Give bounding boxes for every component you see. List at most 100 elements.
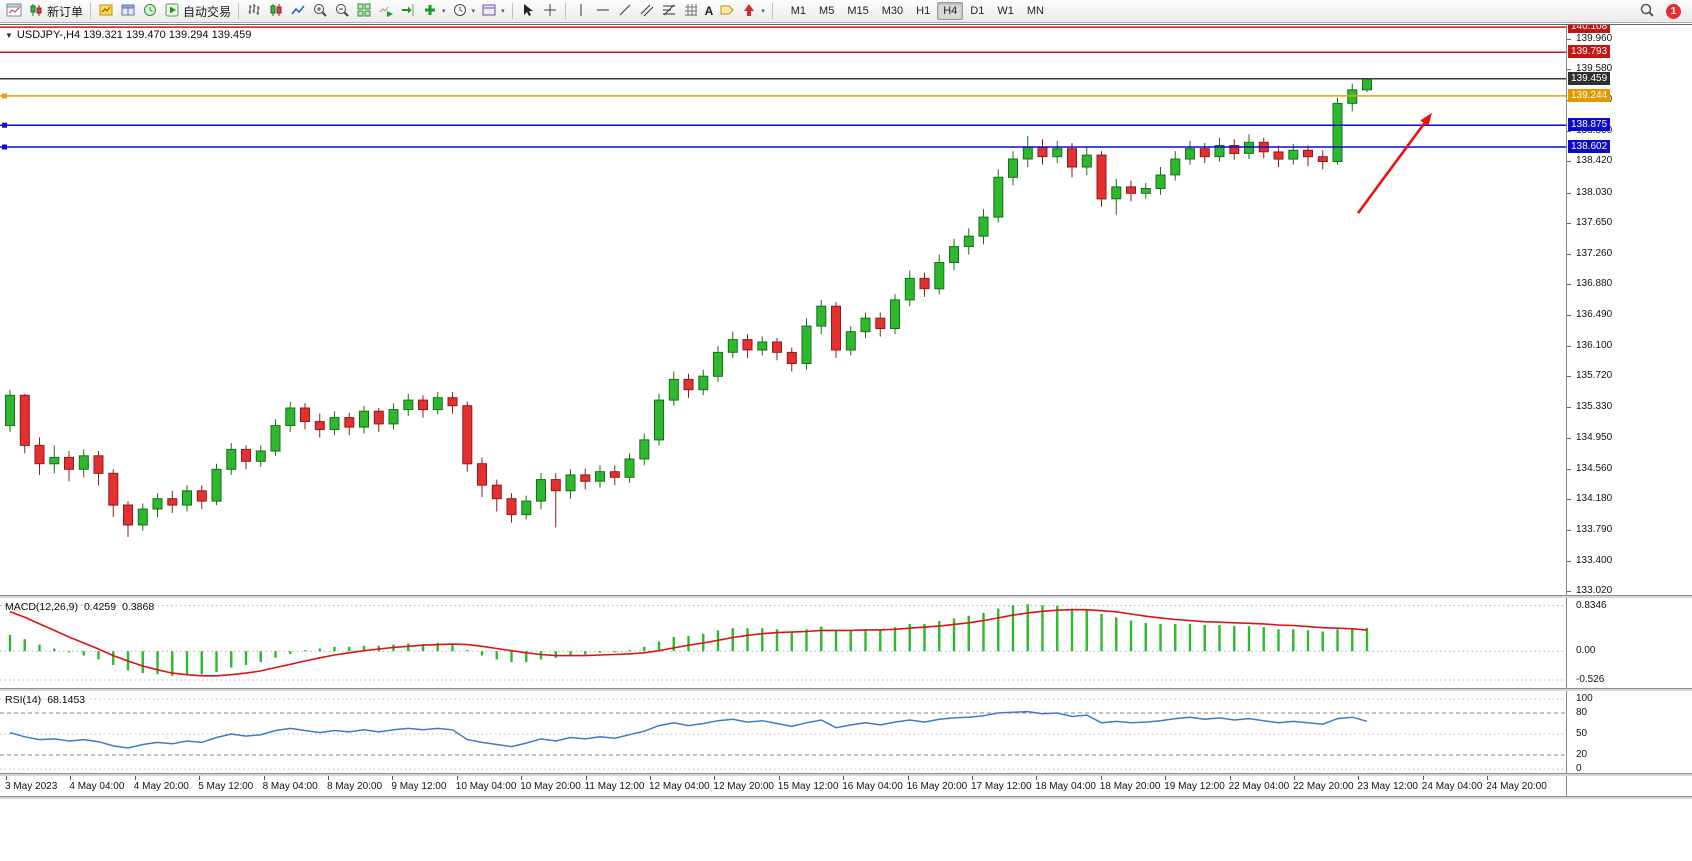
trend-arrow[interactable] [1356,122,1426,214]
timeframe-d1-button[interactable]: D1 [964,2,990,20]
price-axis[interactable]: 139.960139.580139.190138.800138.420138.0… [1566,25,1692,797]
candle [1303,149,1313,158]
fibonacci-tool-button[interactable] [658,1,680,21]
rsi-axis-label: 80 [1576,707,1588,718]
price-axis-label: 134.180 [1576,492,1613,504]
macd-signal-line [9,608,1368,677]
timeframe-m5-button[interactable]: M5 [813,2,840,20]
time-axis-label: 23 May 12:00 [1357,781,1418,792]
candle [211,468,222,502]
time-tick [1165,776,1167,780]
one-click-trading-toggle-icon[interactable]: ▼ [5,31,13,40]
candle [241,448,251,462]
timeframe-m15-button[interactable]: M15 [841,2,874,20]
time-tick [1294,776,1295,780]
crosshair-button[interactable] [539,1,561,21]
time-tick [1487,776,1489,780]
timeframe-mn-button[interactable]: MN [1021,2,1050,20]
price-axis-label: 136.490 [1576,309,1613,320]
candle [78,455,89,470]
notification-badge[interactable]: 1 [1666,3,1681,19]
timeframe-h4-button[interactable]: H4 [937,2,964,20]
candle [373,410,384,425]
search-icon [1639,2,1655,21]
dropdown-caret-icon: ▾ [761,8,765,15]
rsi-axis-label: 50 [1576,728,1588,739]
time-axis-label: 17 May 12:00 [971,781,1032,792]
line-chart-button[interactable] [287,1,309,21]
candle [1008,158,1018,178]
candle [5,394,15,426]
time-axis-label: 9 May 12:00 [391,781,447,792]
time-axis-label: 18 May 20:00 [1099,781,1161,792]
time-axis[interactable]: 3 May 2023 4 May 04:00 4 May 20:00 5 May 12… [0,776,1566,796]
templates-button[interactable]: ▾ [478,1,508,21]
candle [1229,145,1240,154]
candle [904,277,915,301]
timeframe-h1-button[interactable]: H1 [910,2,936,20]
time-tick [907,776,909,780]
new-order-button[interactable]: 新订单 [25,1,86,21]
bar-chart-button[interactable] [243,1,265,21]
channel-tool-button[interactable] [636,1,658,21]
candle [432,397,443,411]
candle [949,246,959,264]
price-badge: 139.244 [1568,88,1611,102]
price-badge: 138.875 [1568,118,1611,132]
market-watch-button[interactable] [139,1,161,21]
dropdown-caret-icon: ▾ [501,8,505,15]
time-tick [714,776,716,780]
grid-tool-button[interactable] [680,1,702,21]
toolbar-separator [90,3,92,19]
indicators-plus-icon [422,2,438,21]
candle [462,405,473,465]
candle [668,378,679,401]
new-chart-button[interactable] [95,1,117,21]
tile-windows-icon [356,2,372,21]
pane-separator[interactable] [0,773,1692,776]
candle [506,498,517,516]
horizontal-line-tool-button[interactable] [592,1,614,21]
time-axis-label: 19 May 12:00 [1164,781,1225,792]
indicators-button[interactable]: ▾ [419,1,449,21]
line-anchor[interactable] [2,122,7,128]
line-anchor[interactable] [2,93,7,99]
auto-trading-button[interactable]: 自动交易 [161,1,234,21]
candle [1111,186,1122,200]
macd-pane[interactable]: MACD(12,26,9) 0.4259 0.3868 [0,598,1566,688]
zoom-in-button[interactable] [309,1,331,21]
arrows-tool-button[interactable]: ▾ [738,1,768,21]
new-chart-window-button[interactable] [3,1,25,21]
candlestick-chart-button[interactable] [265,1,287,21]
candle [890,299,900,329]
arrow-shape-icon [741,2,757,21]
timeframe-m30-button[interactable]: M30 [876,2,909,20]
candle [772,341,782,353]
text-label-tool-button[interactable] [716,1,738,21]
auto-trading-label: 自动交易 [183,4,232,19]
tile-windows-button[interactable] [353,1,375,21]
candle [152,498,163,510]
text-tool-button[interactable]: A [702,1,717,21]
zoom-out-button[interactable] [331,1,353,21]
template-icon [481,2,497,21]
periods-button[interactable]: ▾ [449,1,479,21]
line-anchor[interactable] [2,144,7,150]
pane-separator[interactable] [0,595,1692,598]
chart-shift-button[interactable] [397,1,419,21]
pane-separator[interactable] [0,688,1692,691]
main-chart-pane[interactable]: ▼ USDJPY-,H4 139.321 139.470 139.294 139.… [0,25,1566,595]
candle [786,351,797,364]
candle [919,277,930,290]
trendline-tool-button[interactable] [614,1,636,21]
rsi-pane[interactable]: RSI(14) 68.1453 [0,691,1566,773]
timeframe-w1-button[interactable]: W1 [991,2,1020,20]
profiles-button[interactable] [117,1,139,21]
candle [978,216,989,237]
auto-scroll-button[interactable] [375,1,397,21]
search-button[interactable] [1636,1,1658,21]
cursor-button[interactable] [517,1,539,21]
vertical-line-tool-button[interactable] [570,1,592,21]
candle [64,456,74,470]
timeframe-m1-button[interactable]: M1 [785,2,812,20]
